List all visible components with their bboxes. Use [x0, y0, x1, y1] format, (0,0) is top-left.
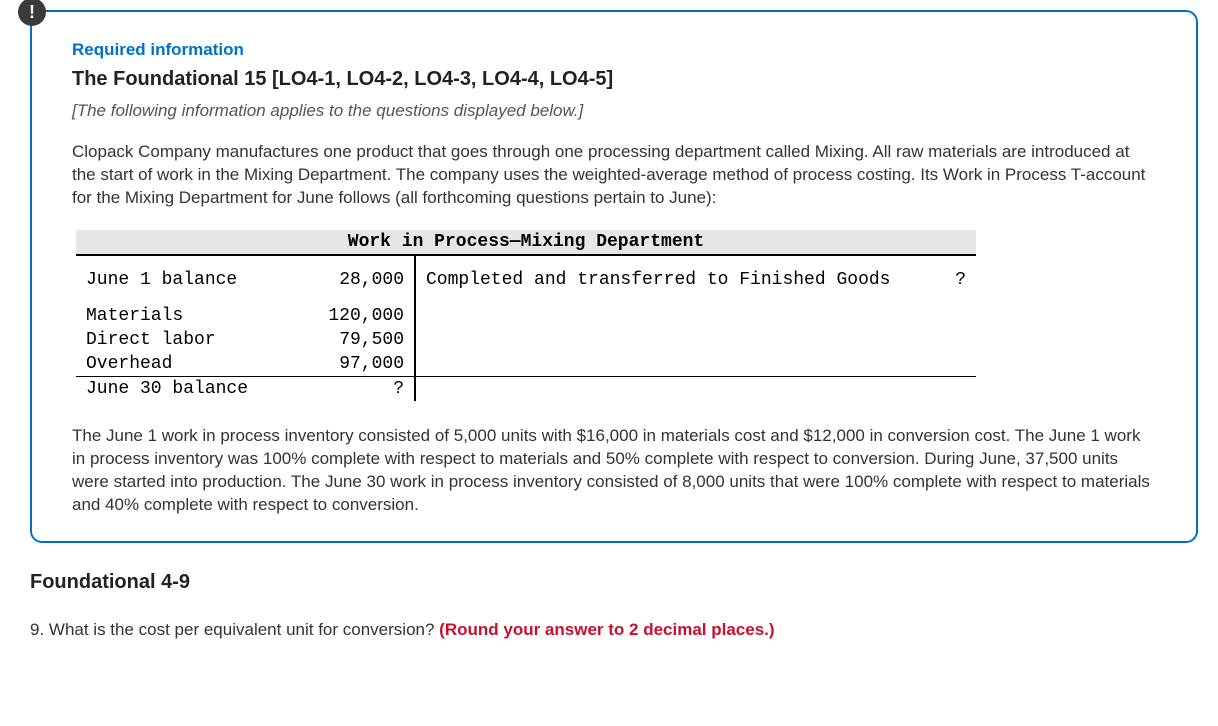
debit-label: Materials: [86, 306, 314, 326]
table-row: Direct labor 79,500: [76, 328, 414, 352]
debit-label: Direct labor: [86, 330, 314, 350]
table-row: June 1 balance 28,000: [76, 256, 414, 304]
detail-paragraph: The June 1 work in process inventory con…: [72, 425, 1156, 517]
t-account-debit-side: June 1 balance 28,000 Materials 120,000 …: [76, 256, 416, 401]
debit-balance-amount: ?: [314, 379, 404, 399]
intro-paragraph: Clopack Company manufactures one product…: [72, 141, 1156, 210]
question-text: 9. What is the cost per equivalent unit …: [30, 620, 1198, 640]
debit-label: Overhead: [86, 354, 314, 374]
credit-label: Completed and transferred to Finished Go…: [426, 270, 926, 290]
t-account-header: Work in Process—Mixing Department: [76, 230, 976, 256]
t-account-credit-side: Completed and transferred to Finished Go…: [416, 256, 976, 401]
debit-balance-label: June 30 balance: [86, 379, 314, 399]
debit-label: June 1 balance: [86, 270, 314, 290]
italic-note: [The following information applies to th…: [72, 101, 1156, 121]
alert-icon: !: [18, 0, 46, 26]
debit-amount: 79,500: [314, 330, 404, 350]
table-row-balance: June 30 balance ?: [76, 376, 414, 401]
required-heading: Required information: [72, 40, 1156, 60]
table-row: Completed and transferred to Finished Go…: [416, 256, 976, 304]
debit-amount: 28,000: [314, 270, 404, 290]
table-row: Materials 120,000: [76, 304, 414, 328]
question-body: 9. What is the cost per equivalent unit …: [30, 620, 439, 639]
problem-title: The Foundational 15 [LO4-1, LO4-2, LO4-3…: [72, 68, 1156, 91]
credit-amount: ?: [926, 270, 966, 290]
table-row: Overhead 97,000: [76, 352, 414, 376]
question-hint: (Round your answer to 2 decimal places.): [439, 620, 774, 639]
debit-amount: 97,000: [314, 354, 404, 374]
debit-amount: 120,000: [314, 306, 404, 326]
required-info-box: ! Required information The Foundational …: [30, 10, 1198, 543]
t-account-table: Work in Process—Mixing Department June 1…: [76, 230, 976, 401]
question-heading: Foundational 4-9: [30, 571, 1198, 594]
